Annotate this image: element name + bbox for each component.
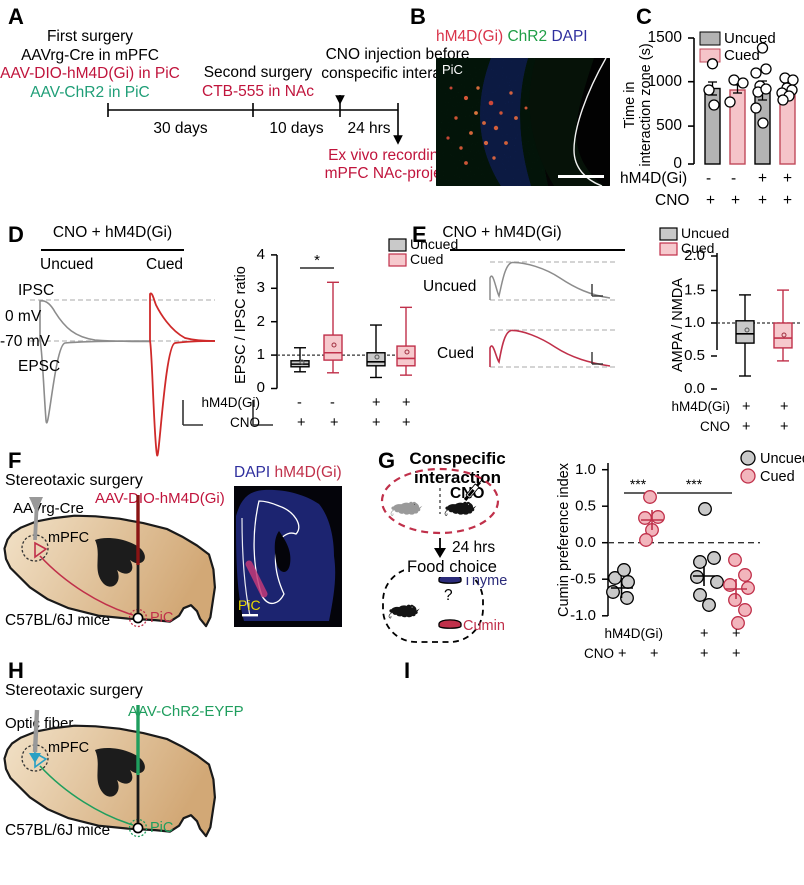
svg-text:mPFC: mPFC: [48, 740, 89, 756]
svg-text:PiC: PiC: [150, 820, 173, 836]
